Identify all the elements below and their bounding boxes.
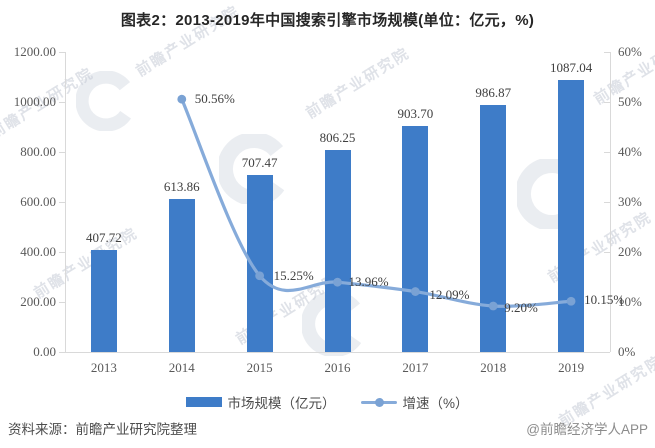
bar-value-label-2016: 806.25 xyxy=(319,130,356,146)
line-value-label-2019: 10.15% xyxy=(584,292,625,308)
x-axis-label-2018: 2018 xyxy=(480,360,507,375)
left-axis-tick xyxy=(59,352,65,353)
bar-value-label-2018: 986.87 xyxy=(475,85,512,101)
right-axis-tick xyxy=(604,202,610,203)
bar-value-label-2017: 903.70 xyxy=(397,106,434,122)
right-axis-tick-label: 60% xyxy=(618,44,642,59)
right-axis-tick xyxy=(604,52,610,53)
right-axis-tick-label: 40% xyxy=(618,144,642,159)
line-value-label-2016: 13.96% xyxy=(348,274,389,290)
legend: 市场规模（亿元） 增速（%） xyxy=(0,392,655,412)
watermark-logo-icon xyxy=(76,71,136,131)
left-axis-line xyxy=(65,52,66,352)
line-value-label-2017: 12.09% xyxy=(429,286,470,302)
x-axis-label-2016: 2016 xyxy=(324,360,351,375)
left-axis-tick-label: 200.00 xyxy=(20,294,56,309)
left-axis-tick xyxy=(59,152,65,153)
left-axis-tick-label: 1200.00 xyxy=(13,44,56,59)
bar-2017 xyxy=(402,126,429,352)
source-note: 资料来源：前瞻产业研究院整理 xyxy=(8,422,197,437)
left-axis-tick xyxy=(59,102,65,103)
left-axis-tick-label: 800.00 xyxy=(20,144,56,159)
legend-label-market-size: 市场规模（亿元） xyxy=(227,396,336,411)
legend-item-market-size: 市场规模（亿元） xyxy=(186,392,335,412)
bar-value-label-2015: 707.47 xyxy=(241,155,278,171)
right-axis-tick xyxy=(604,152,610,153)
bar-2016 xyxy=(324,150,351,352)
line-value-label-2015: 15.25% xyxy=(273,267,314,283)
line-series-swatch xyxy=(361,397,398,407)
line-value-label-2018: 9.20% xyxy=(504,300,538,315)
right-axis-tick xyxy=(604,352,610,353)
right-axis-tick-label: 10% xyxy=(618,294,642,309)
left-axis-tick-label: 400.00 xyxy=(20,244,56,259)
left-axis-tick xyxy=(59,52,65,53)
right-axis-tick-label: 0% xyxy=(618,344,636,359)
bar-value-label-2013: 407.72 xyxy=(86,230,122,246)
left-axis-tick xyxy=(59,302,65,303)
left-axis-tick xyxy=(59,252,65,253)
bar-value-label-2014: 613.86 xyxy=(163,178,200,194)
x-axis-label-2015: 2015 xyxy=(246,360,273,375)
line-value-label-2014: 50.56% xyxy=(194,91,235,107)
bar-value-label-2019: 1087.04 xyxy=(549,60,593,76)
left-axis-tick-label: 0.00 xyxy=(33,344,56,359)
right-axis-line xyxy=(610,52,611,352)
bottom-axis-line xyxy=(65,352,610,353)
bar-2015 xyxy=(246,175,273,352)
bar-2013 xyxy=(90,250,117,352)
credit-note: @前瞻经济学人APP xyxy=(526,422,648,437)
right-axis-tick-label: 30% xyxy=(618,194,642,209)
right-axis-tick-label: 50% xyxy=(618,94,642,109)
left-axis-tick xyxy=(59,202,65,203)
bar-2014 xyxy=(168,198,195,352)
footer: 资料来源：前瞻产业研究院整理 @前瞻经济学人APP xyxy=(8,418,648,438)
left-axis-tick-label: 600.00 xyxy=(20,194,56,209)
chart-title: 图表2：2013-2019年中国搜索引擎市场规模(单位：亿元，%) xyxy=(120,12,535,29)
right-axis-tick-label: 20% xyxy=(618,244,642,259)
right-axis-tick xyxy=(604,252,610,253)
bar-series-swatch xyxy=(186,397,223,407)
right-axis-tick xyxy=(604,302,610,303)
right-axis-tick xyxy=(604,102,610,103)
x-axis-label-2017: 2017 xyxy=(402,360,429,375)
legend-label-growth: 增速（%） xyxy=(402,396,469,411)
bar-2019 xyxy=(558,80,585,352)
left-axis-tick-label: 1000.00 xyxy=(13,94,56,109)
line-marker-2014 xyxy=(177,94,187,104)
x-axis-label-2013: 2013 xyxy=(90,360,117,375)
x-axis-label-2019: 2019 xyxy=(558,360,585,375)
x-axis-label-2014: 2014 xyxy=(168,360,195,375)
bar-2018 xyxy=(480,105,507,352)
legend-item-growth: 增速（%） xyxy=(361,392,469,412)
